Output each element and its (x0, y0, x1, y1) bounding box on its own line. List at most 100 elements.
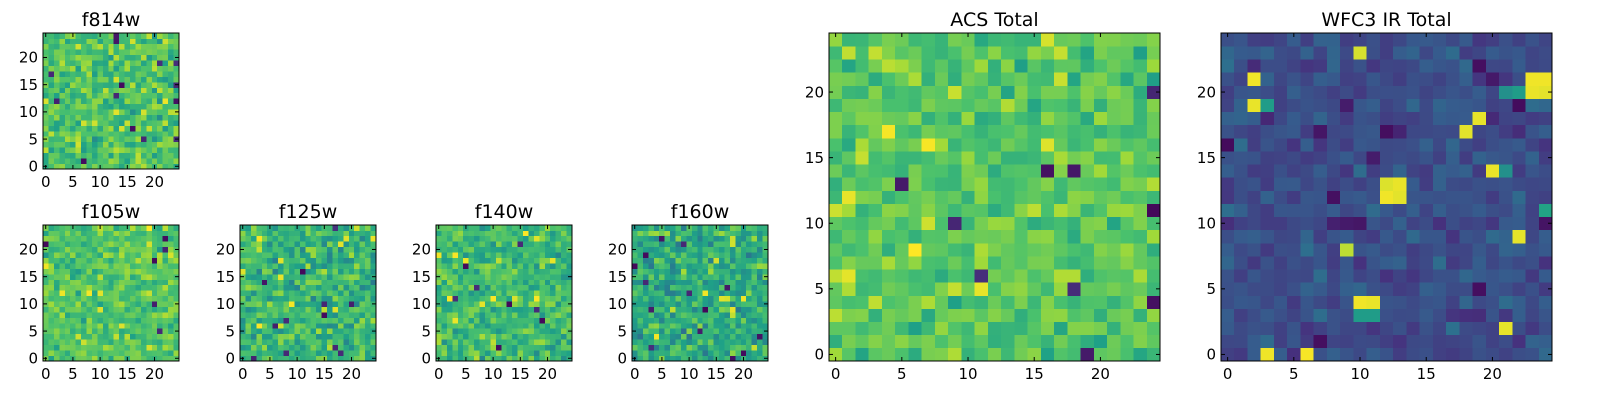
heatmap-cell (1054, 269, 1068, 283)
heatmap-cell (162, 147, 169, 154)
heatmap-cell (446, 241, 453, 248)
heatmap-cell (948, 164, 962, 178)
heatmap-cell (245, 235, 252, 242)
y-tick-label: 0 (225, 350, 235, 368)
heatmap-cell (680, 312, 687, 318)
heatmap-cell (495, 355, 502, 362)
heatmap-cell (895, 256, 909, 270)
heatmap-cell (124, 268, 131, 275)
heatmap-cell (146, 158, 153, 164)
heatmap-cell (691, 350, 698, 356)
heatmap-cell (261, 268, 268, 275)
heatmap-cell (1093, 295, 1108, 309)
heatmap-cell (157, 241, 164, 248)
heatmap-cell (479, 328, 486, 335)
heatmap-cell (746, 290, 753, 297)
heatmap-cell (934, 229, 949, 244)
heatmap-cell (48, 158, 55, 164)
heatmap-cell (1459, 203, 1473, 218)
heatmap-cell (102, 158, 109, 164)
heatmap-cell (670, 246, 676, 253)
heatmap-cell (702, 230, 709, 237)
heatmap-cell (1080, 190, 1095, 204)
heatmap-cell (735, 273, 742, 280)
heatmap-cell (664, 328, 671, 335)
heatmap-cell (294, 301, 301, 307)
heatmap-cell (91, 60, 98, 66)
heatmap-cell (59, 241, 66, 248)
heatmap-cell (70, 290, 76, 297)
heatmap-cell (1080, 216, 1095, 231)
heatmap-cell (751, 301, 758, 307)
heatmap-cell (908, 164, 923, 178)
heatmap-cell (348, 284, 355, 291)
heatmap-cell (1067, 321, 1081, 336)
heatmap-cell (1300, 229, 1315, 244)
heatmap-cell (53, 109, 60, 115)
heatmap-cell (1001, 203, 1015, 218)
heatmap-cell (544, 328, 551, 335)
heatmap-cell (272, 301, 279, 307)
heatmap-cell (908, 124, 923, 139)
heatmap-cell (1080, 151, 1095, 165)
heatmap-cell (1260, 164, 1275, 178)
heatmap-cell (664, 230, 671, 237)
heatmap-cell (948, 269, 962, 283)
heatmap-cell (987, 85, 1002, 99)
heatmap-cell (288, 339, 295, 346)
heatmap-cell (637, 257, 644, 264)
heatmap-cell (130, 295, 136, 302)
heatmap-cell (256, 312, 263, 318)
heatmap-cell (119, 43, 125, 50)
heatmap-cell (708, 322, 714, 329)
heatmap-cell (680, 306, 687, 313)
heatmap-cell (1040, 151, 1055, 165)
heatmap-cell (343, 333, 350, 340)
heatmap-cell (934, 269, 949, 283)
heatmap-cell (75, 333, 82, 340)
heatmap-cell (1366, 85, 1381, 99)
heatmap-cell (1234, 203, 1248, 218)
heatmap-cell (544, 263, 551, 269)
heatmap-cell (697, 235, 704, 242)
heatmap-cell (702, 344, 709, 351)
heatmap-cell (686, 328, 693, 335)
heatmap-cell (895, 177, 909, 191)
heatmap-cell (468, 290, 475, 297)
x-tick-label: 10 (91, 365, 110, 383)
heatmap-cell (168, 290, 174, 297)
heatmap-cell (1027, 308, 1042, 322)
heatmap-cell (724, 355, 731, 362)
heatmap-cell (702, 241, 709, 248)
heatmap-cell (151, 241, 158, 248)
heatmap-cell (81, 54, 87, 61)
heatmap-cell (113, 130, 120, 137)
heatmap-cell (719, 355, 725, 362)
heatmap-cell (124, 284, 131, 291)
heatmap-cell (729, 333, 736, 340)
heatmap-cell (53, 344, 60, 351)
heatmap-cell (102, 284, 109, 291)
heatmap-cell (670, 350, 676, 356)
heatmap-cell (283, 350, 290, 356)
y-tick-label: 5 (617, 322, 627, 340)
heatmap-cell (735, 246, 742, 253)
heatmap-cell (523, 279, 529, 286)
heatmap-cell (81, 339, 87, 346)
heatmap-cell (365, 344, 371, 351)
heatmap-cell (250, 263, 257, 269)
heatmap-cell (327, 344, 333, 351)
heatmap-cell (961, 308, 975, 322)
heatmap-cell (762, 290, 769, 297)
heatmap-cell (740, 279, 747, 286)
heatmap-cell (1446, 256, 1460, 270)
heatmap-cell (108, 328, 115, 335)
heatmap-cell (539, 306, 546, 313)
heatmap-cell (272, 284, 279, 291)
heatmap-cell (124, 98, 131, 105)
heatmap-cell (130, 344, 136, 351)
heatmap-cell (119, 284, 125, 291)
heatmap-cell (1459, 269, 1473, 283)
heatmap-cell (108, 54, 115, 61)
heatmap-cell (1499, 203, 1513, 218)
